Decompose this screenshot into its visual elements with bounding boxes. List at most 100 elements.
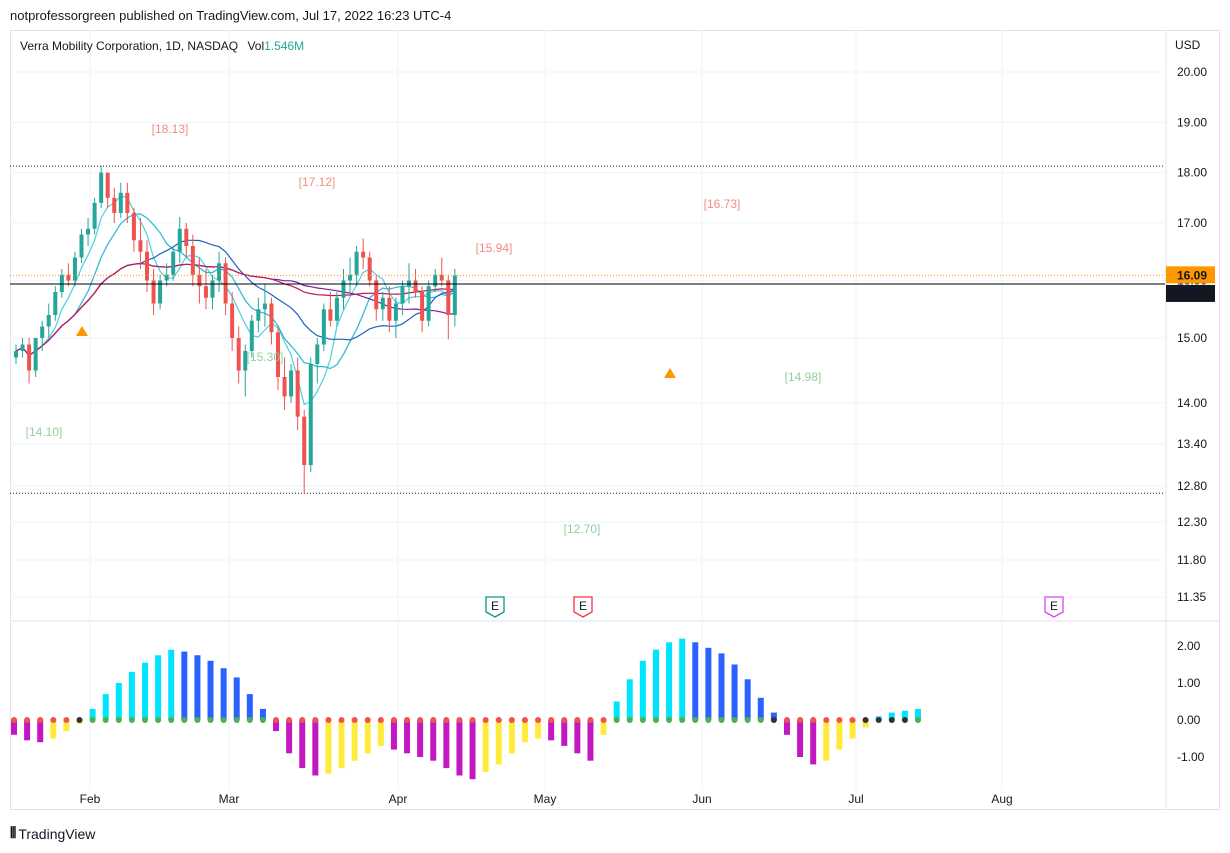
candle-body[interactable] [321,309,326,345]
candle-body[interactable] [20,344,25,352]
candle-body[interactable] [184,228,189,246]
oscillator-bar[interactable] [561,720,568,746]
oscillator-bar[interactable] [482,720,489,772]
candle-body[interactable] [210,280,215,298]
oscillator-bar[interactable] [469,720,476,780]
oscillator-bar[interactable] [312,720,319,776]
oscillator-bar[interactable] [102,694,109,720]
candle-body[interactable] [92,202,97,229]
oscillator-bar[interactable] [548,720,555,741]
candle-body[interactable] [302,416,307,465]
oscillator-bar[interactable] [718,653,725,720]
candle-body[interactable] [433,274,438,287]
oscillator-bar[interactable] [155,655,162,720]
oscillator-bar[interactable] [194,655,201,720]
oscillator-bar[interactable] [797,720,804,757]
earnings-marker-icon[interactable] [1044,596,1064,618]
candle-body[interactable] [197,274,202,287]
oscillator-bar[interactable] [24,720,31,741]
candle-body[interactable] [164,274,169,281]
oscillator-bar[interactable] [535,720,542,739]
candle-body[interactable] [145,251,149,281]
oscillator-bar[interactable] [639,660,646,720]
oscillator-bar[interactable] [430,720,437,761]
candle-body[interactable] [66,274,71,281]
candle-body[interactable] [138,240,143,252]
oscillator-bar[interactable] [404,720,411,754]
candle-body[interactable] [190,246,195,275]
earnings-marker-icon[interactable] [485,596,505,618]
candle-body[interactable] [354,251,359,275]
candle-body[interactable] [131,212,136,241]
oscillator-bar[interactable] [128,671,135,720]
oscillator-bar[interactable] [823,720,830,761]
candle-body[interactable] [269,303,274,333]
oscillator-bar[interactable] [443,720,450,769]
oscillator-bar[interactable] [390,720,397,750]
candle-body[interactable] [158,280,163,304]
oscillator-bar[interactable] [652,649,659,720]
oscillator-bar[interactable] [783,720,790,735]
candle-body[interactable] [79,234,84,258]
oscillator-bar[interactable] [600,720,607,735]
oscillator-bar[interactable] [63,720,70,732]
candle-body[interactable] [112,197,117,213]
oscillator-bar[interactable] [207,660,214,720]
candle-body[interactable] [315,344,320,365]
oscillator-bar[interactable] [915,708,921,720]
candle-body[interactable] [223,263,228,304]
candle-body[interactable] [99,172,104,203]
candle-body[interactable] [151,280,156,304]
oscillator-bar[interactable] [37,720,44,743]
candle-body[interactable] [446,280,451,316]
candle-body[interactable] [203,286,208,298]
candle-body[interactable] [262,303,267,310]
candle-body[interactable] [171,251,176,275]
candle-body[interactable] [289,370,294,397]
oscillator-bar[interactable] [233,677,240,720]
oscillator-bar[interactable] [181,651,188,720]
candle-body[interactable] [14,351,18,358]
candle-body[interactable] [236,338,241,371]
oscillator-bar[interactable] [692,642,699,720]
oscillator-bar[interactable] [168,649,175,720]
candle-body[interactable] [426,286,431,321]
candle-body[interactable] [230,303,235,339]
candle-body[interactable] [413,280,418,293]
candle-body[interactable] [59,274,64,292]
candle-body[interactable] [53,292,58,315]
oscillator-bar[interactable] [50,720,57,739]
candle-body[interactable] [33,338,38,371]
candle-body[interactable] [387,297,392,321]
oscillator-bar[interactable] [901,710,908,720]
candle-body[interactable] [361,251,366,258]
candle-body[interactable] [256,309,261,321]
candle-body[interactable] [334,297,339,321]
earnings-marker-icon[interactable] [573,596,593,618]
oscillator-bar[interactable] [115,683,122,720]
oscillator-bar[interactable] [246,694,253,720]
oscillator-bar[interactable] [377,720,384,746]
oscillator-bar[interactable] [456,720,463,776]
candle-body[interactable] [328,309,333,321]
candle-body[interactable] [348,274,353,281]
candle-body[interactable] [72,257,77,281]
oscillator-bar[interactable] [679,638,686,720]
candle-body[interactable] [407,280,411,287]
oscillator-bar[interactable] [364,720,371,754]
candle-body[interactable] [393,303,398,321]
candle-body[interactable] [308,364,313,465]
oscillator-bar[interactable] [142,662,149,720]
candle-body[interactable] [367,257,372,281]
oscillator-bar[interactable] [770,712,777,720]
candle-body[interactable] [27,344,32,371]
oscillator-bar[interactable] [849,720,856,739]
oscillator-bar[interactable] [11,720,17,735]
candle-body[interactable] [282,377,287,397]
candle-body[interactable] [439,274,444,281]
oscillator-bar[interactable] [810,720,817,765]
oscillator-bar[interactable] [273,720,280,732]
candle-body[interactable] [380,297,385,310]
candle-body[interactable] [420,292,425,321]
